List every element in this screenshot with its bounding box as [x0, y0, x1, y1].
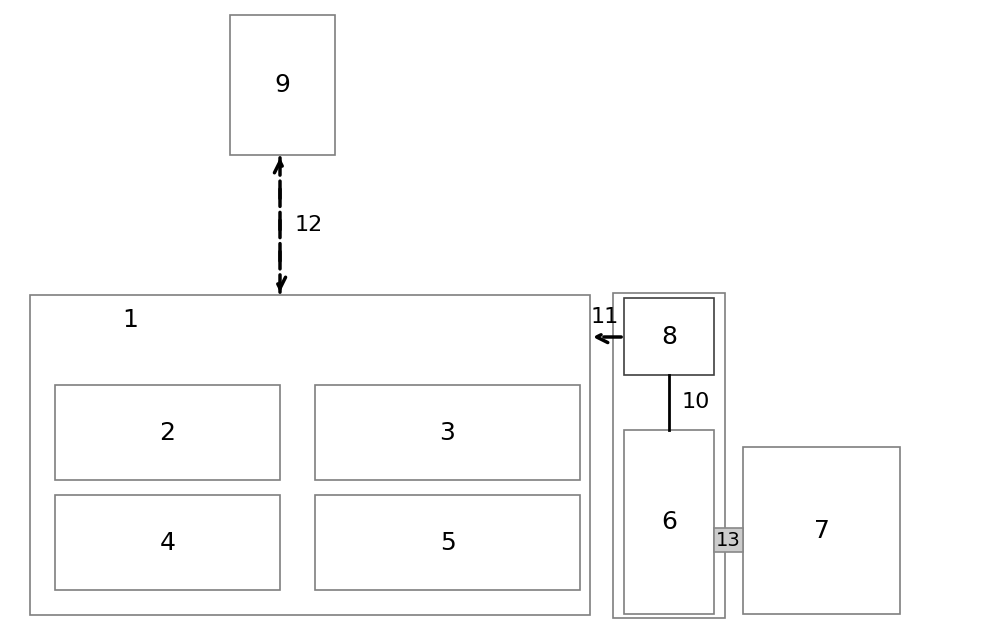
Bar [315, 495, 580, 590]
Bar [714, 528, 743, 552]
Bar [55, 495, 280, 590]
Text: 5: 5 [440, 531, 455, 554]
Text: 12: 12 [295, 215, 323, 235]
Text: 7: 7 [814, 518, 829, 543]
Bar [743, 447, 900, 614]
Text: 9: 9 [275, 73, 290, 97]
Text: 1: 1 [122, 308, 138, 332]
Bar [230, 15, 335, 155]
Bar [624, 298, 714, 375]
Text: 3: 3 [440, 420, 455, 445]
Text: 8: 8 [661, 324, 677, 349]
Bar [55, 385, 280, 480]
Bar [613, 293, 725, 618]
Text: 4: 4 [160, 531, 176, 554]
Text: 11: 11 [591, 307, 619, 327]
Bar [624, 430, 714, 614]
Text: 13: 13 [716, 531, 741, 550]
Bar [30, 295, 590, 615]
Text: 10: 10 [682, 392, 710, 413]
Text: 6: 6 [661, 510, 677, 534]
Bar [315, 385, 580, 480]
Text: 2: 2 [160, 420, 176, 445]
